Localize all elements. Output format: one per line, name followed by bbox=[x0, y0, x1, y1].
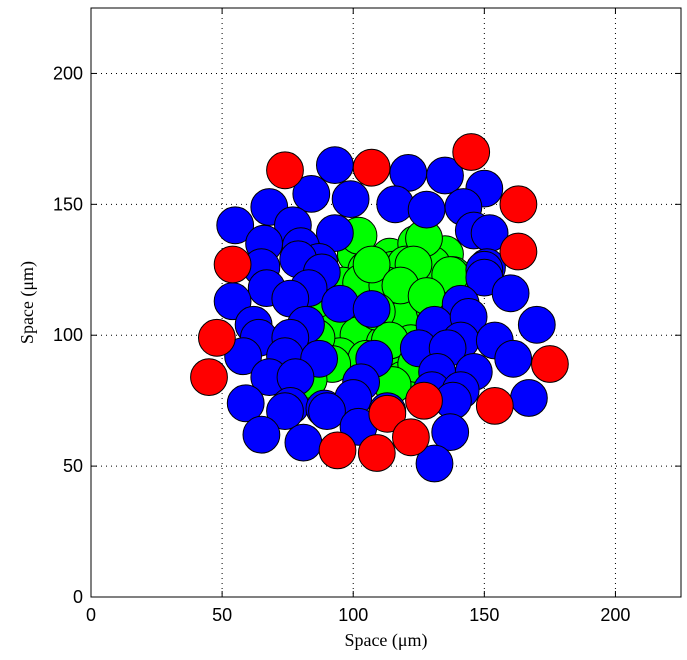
blue-cell bbox=[226, 384, 265, 423]
y-tick-label: 100 bbox=[53, 325, 83, 345]
red-cell bbox=[475, 387, 514, 425]
red-cell bbox=[499, 185, 538, 224]
plot-border bbox=[90, 7, 682, 598]
blue-cell bbox=[242, 415, 281, 454]
x-tick-label: 50 bbox=[212, 605, 232, 625]
blue-cell bbox=[415, 444, 454, 483]
y-tick-label: 50 bbox=[63, 456, 83, 476]
blue-cell bbox=[491, 274, 530, 313]
red-cell bbox=[266, 151, 304, 190]
blue-cell bbox=[426, 156, 464, 195]
x-tick-label: 100 bbox=[338, 605, 368, 625]
x-tick-label: 0 bbox=[86, 605, 96, 625]
blue-cell bbox=[292, 175, 331, 213]
red-cell bbox=[190, 358, 228, 397]
red-cell bbox=[499, 232, 538, 271]
red-cell bbox=[213, 245, 252, 284]
y-axis-label: Space (μm) bbox=[17, 261, 38, 344]
blue-cell bbox=[431, 413, 470, 452]
y-tick-label: 0 bbox=[73, 587, 83, 607]
red-cell bbox=[318, 431, 357, 470]
red-cell bbox=[357, 434, 396, 472]
blue-cell bbox=[216, 206, 255, 245]
cells bbox=[190, 133, 569, 483]
blue-cell bbox=[331, 180, 370, 219]
red-cell bbox=[368, 394, 407, 433]
x-axis-label: Space (μm) bbox=[344, 630, 427, 651]
blue-cell bbox=[407, 190, 446, 229]
blue-cell bbox=[316, 214, 354, 253]
blue-cell bbox=[266, 392, 304, 431]
blue-cell bbox=[517, 305, 556, 344]
ticks: 0 50 100 150 200 0 50 100 150 200 bbox=[53, 8, 681, 625]
x-tick-label: 150 bbox=[469, 605, 499, 625]
blue-cell bbox=[494, 339, 533, 378]
red-cell bbox=[452, 133, 491, 171]
blue-cell bbox=[284, 423, 323, 462]
y-tick-label: 200 bbox=[53, 63, 83, 83]
red-cell bbox=[198, 318, 236, 357]
red-cell bbox=[405, 381, 443, 420]
green-cell bbox=[352, 245, 391, 284]
blue-cell bbox=[321, 284, 360, 323]
blue-cell bbox=[376, 185, 415, 224]
x-tick-label: 200 bbox=[600, 605, 630, 625]
blue-cell bbox=[316, 146, 354, 185]
blue-cell bbox=[224, 337, 263, 376]
y-tick-label: 150 bbox=[53, 194, 83, 214]
red-cell bbox=[392, 418, 430, 457]
blue-cell bbox=[352, 290, 391, 328]
plot-frame bbox=[90, 7, 682, 598]
red-cell bbox=[531, 345, 569, 383]
blue-cell bbox=[308, 392, 346, 431]
red-cell bbox=[352, 148, 391, 187]
blue-cell bbox=[510, 379, 548, 417]
